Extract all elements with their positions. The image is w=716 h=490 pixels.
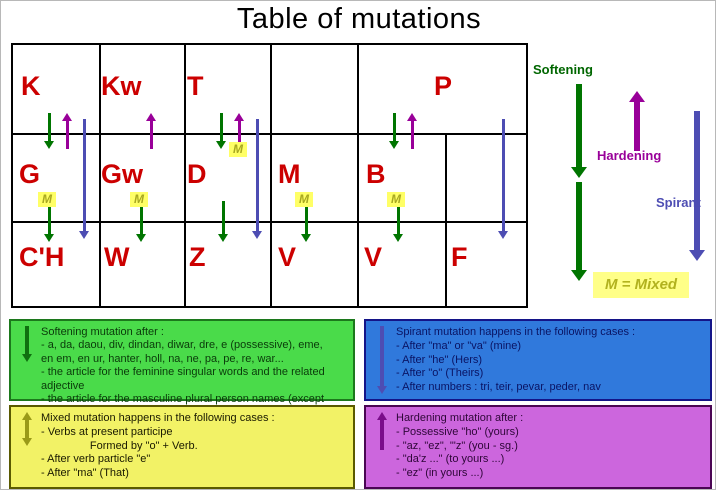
grid-letter-f: F [451, 242, 468, 272]
grid-line [99, 45, 101, 306]
grid-letter-v1: V [278, 242, 297, 272]
grid-line [13, 133, 526, 135]
arrow-hardening-d-to-t [234, 113, 244, 149]
grid-letter-d: D [187, 159, 207, 189]
softening-info-box: Softening mutation after : - a, da, daou… [9, 319, 355, 418]
box-line: - a, da, daou, div, dindan, diwar, dre, … [41, 339, 323, 352]
mixed-legend-badge: M = Mixed [593, 272, 690, 298]
hardening-legend-arrow [629, 91, 645, 151]
grid-letter-p: P [434, 71, 453, 101]
arrow-softening-k-to-g [44, 113, 54, 149]
hardening-legend-label: Hardening [597, 148, 662, 163]
softening-legend-arrow-2 [571, 182, 587, 281]
box-line: - the article for the feminine singular … [41, 366, 328, 392]
grid-letter-b: B [366, 159, 386, 189]
grid-letter-t: T [187, 71, 204, 101]
mixed-info-box: Mixed mutation happens in the following … [9, 405, 355, 489]
arrow-softening-gw-to-w [136, 206, 146, 242]
arrow-softening-p-to-b [389, 113, 399, 149]
arrow-softening-d-to-z [218, 201, 228, 242]
grid-line [184, 45, 186, 306]
box-line: - After "o" (Theirs) [396, 367, 484, 380]
box-line: - "da'z ..." (to yours ...) [396, 453, 505, 466]
arrow-softening-t-to-d [216, 113, 226, 149]
spirant-down-arrow-icon [376, 326, 388, 394]
grid-line [445, 133, 447, 306]
mixed-updown-arrow-icon [21, 412, 33, 446]
grid-letter-z: Z [189, 242, 206, 272]
arrow-spirant-k-to-ch [79, 119, 89, 239]
box-line: - Possessive "ho" (yours) [396, 425, 519, 438]
grid-letter-gw: Gw [101, 159, 144, 189]
softening-legend-arrow-1 [571, 84, 587, 178]
box-line: - After numbers : tri, teir, pevar, pede… [396, 381, 601, 394]
box-line: - After "ma" or "va" (mine) [396, 339, 522, 352]
mixed-marker-g-ch: M [38, 192, 56, 207]
grid-letter-g: G [19, 159, 41, 189]
box-line: Mixed mutation happens in the following … [41, 412, 275, 424]
box-line: - Verbs at present participe [41, 425, 173, 438]
arrow-spirant-t-to-z [252, 119, 262, 239]
hardening-info-box: Hardening mutation after : - Possessive … [364, 405, 712, 489]
mixed-marker-b-v: M [387, 192, 405, 207]
grid-letter-ch: C'H [19, 242, 65, 272]
grid-letter-v2: V [364, 242, 383, 272]
box-line: Hardening mutation after : [396, 412, 524, 424]
arrow-hardening-g-to-k [62, 113, 72, 149]
box-line: - After "ma" (That) [41, 467, 129, 480]
spirant-legend-label: Spirant [656, 195, 701, 210]
grid-letter-w: W [104, 242, 130, 272]
box-line: - "az, "ez", "'z" (you - sg.) [396, 439, 518, 452]
page-title: Table of mutations [236, 3, 482, 35]
grid-line [13, 221, 526, 223]
arrow-spirant-p-to-f [498, 119, 508, 239]
box-line: Spirant mutation happens in the followin… [396, 326, 636, 338]
mixed-marker-d-t: M [229, 142, 247, 157]
grid-line [270, 45, 272, 306]
grid-line [357, 45, 359, 306]
grid-letter-kw: Kw [101, 71, 142, 101]
grid-letter-m: M [278, 159, 301, 189]
box-line: - After verb particle "e" [41, 453, 151, 466]
box-line: Formed by "o" + Verb. [41, 439, 198, 452]
box-line: Softening mutation after : [41, 326, 164, 338]
box-line: - the article for the masculine plural p… [41, 393, 325, 406]
arrow-softening-g-to-ch [44, 206, 54, 242]
hardening-up-arrow-icon [376, 412, 388, 450]
softening-legend-label: Softening [533, 62, 593, 77]
mixed-marker-m-v: M [295, 192, 313, 207]
arrow-hardening-b-to-p [407, 113, 417, 149]
arrow-softening-b-to-v [393, 206, 403, 242]
grid-letter-k: K [21, 71, 41, 101]
arrow-hardening-gw-to-kw [146, 113, 156, 149]
box-line: en em, en ur, hanter, holl, na, ne, pa, … [41, 352, 284, 365]
mixed-marker-gw-w: M [130, 192, 148, 207]
arrow-softening-m-to-v [301, 206, 311, 242]
box-line: - After "he" (Hers) [396, 353, 483, 366]
mutation-grid: K Kw T P G Gw D M B C'H W Z V V F [11, 43, 528, 308]
box-line: - "ez" (in yours ...) [396, 467, 484, 480]
softening-down-arrow-icon [21, 326, 33, 362]
spirant-legend-arrow [689, 111, 705, 261]
spirant-info-box: Spirant mutation happens in the followin… [364, 319, 712, 401]
